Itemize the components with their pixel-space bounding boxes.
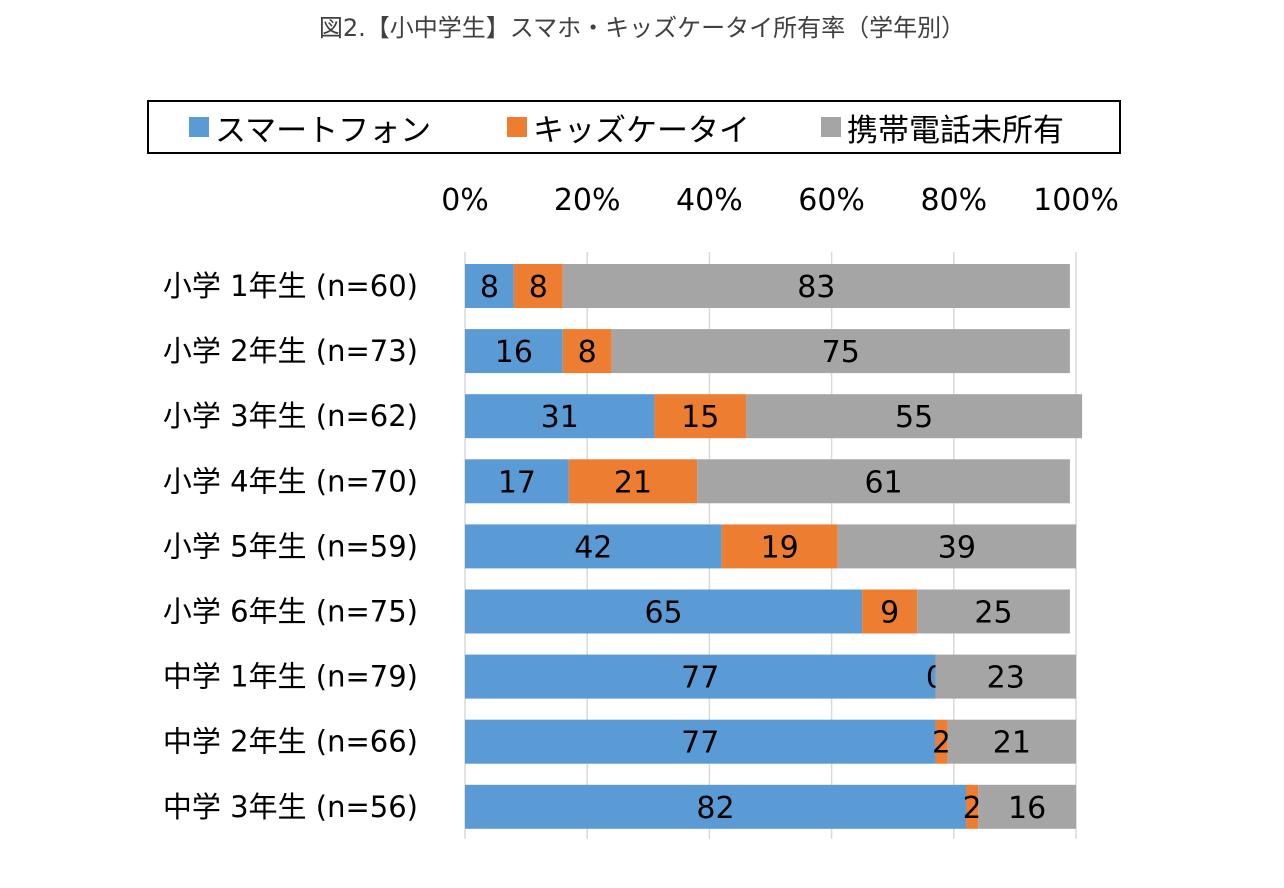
category-label: 中学 3年生 (n=56) [163, 790, 418, 824]
x-tick-label: 20% [554, 183, 621, 218]
bar-segment [935, 719, 948, 764]
data-label: 23 [987, 661, 1025, 696]
category-label: 小学 5年生 (n=59) [163, 529, 418, 563]
bar-segment [562, 264, 1070, 308]
legend-label-smartphone: スマートフォン [215, 112, 432, 149]
data-label: 42 [574, 530, 612, 565]
bar-segment [465, 264, 514, 308]
bar-segment [465, 524, 722, 569]
bar-segment [978, 784, 1076, 829]
bar-segment [513, 264, 563, 308]
bar-segment [465, 329, 563, 374]
data-label: 25 [974, 596, 1012, 631]
data-label: 8 [480, 270, 499, 305]
data-label: 75 [822, 335, 860, 370]
bar-segment [697, 459, 1070, 504]
x-tick-label: 40% [676, 183, 743, 218]
x-tick-label: 100% [1033, 183, 1119, 218]
bar-segment [654, 394, 747, 439]
data-label: 8 [578, 335, 597, 370]
data-label: 21 [614, 465, 652, 500]
data-label: 55 [895, 400, 933, 435]
legend: スマートフォン キッズケータイ 携帯電話未所有 [147, 100, 1121, 154]
bar-segment [465, 719, 936, 764]
data-label: 83 [797, 270, 835, 305]
x-tick-label: 80% [920, 183, 987, 218]
x-tick-label: 60% [798, 183, 865, 218]
bar-segment [611, 329, 1070, 374]
x-tick-label: 0% [441, 183, 489, 218]
data-label: 9 [880, 596, 899, 631]
bar-segment [568, 459, 698, 504]
data-label: 61 [864, 465, 902, 500]
category-label: 小学 1年生 (n=60) [163, 269, 418, 303]
data-label: 39 [938, 530, 976, 565]
category-label: 小学 2年生 (n=73) [163, 334, 418, 368]
category-label: 中学 1年生 (n=79) [163, 660, 418, 694]
legend-swatch-no-phone [821, 117, 841, 137]
bar-segment [966, 784, 979, 829]
bar-segment [837, 524, 1076, 569]
data-label: 2 [932, 726, 951, 761]
data-label: 19 [761, 530, 799, 565]
legend-swatch-kids-phone [507, 117, 527, 137]
data-label: 77 [681, 661, 719, 696]
data-label: 16 [495, 335, 533, 370]
legend-item-smartphone: スマートフォン [189, 102, 431, 152]
legend-item-kids-phone: キッズケータイ [507, 102, 750, 152]
bar-segment [562, 329, 612, 374]
bar-segment [947, 719, 1076, 764]
chart-title: 図2.【小中学生】スマホ・キッズケータイ所有率（学年別） [318, 14, 966, 42]
bar-segment [746, 394, 1083, 439]
data-label: 8 [529, 270, 548, 305]
data-label: 2 [963, 791, 982, 826]
category-label: 中学 2年生 (n=66) [163, 725, 418, 759]
data-label: 21 [993, 726, 1031, 761]
data-label: 77 [681, 726, 719, 761]
bar-segment [465, 784, 967, 829]
bar-segment [465, 394, 655, 439]
bar-segment [935, 654, 1076, 699]
legend-label-no-phone: 携帯電話未所有 [847, 112, 1064, 149]
bar-segment [465, 589, 863, 634]
bar-segment [721, 524, 838, 569]
legend-item-no-phone: 携帯電話未所有 [821, 102, 1064, 152]
bar-segment [465, 459, 569, 504]
data-label: 65 [644, 596, 682, 631]
bar-segment [465, 654, 936, 699]
category-label: 小学 3年生 (n=62) [163, 399, 418, 433]
bar-segment [917, 589, 1070, 634]
category-label: 小学 6年生 (n=75) [163, 595, 418, 629]
data-label: 82 [696, 791, 734, 826]
category-label: 小学 4年生 (n=70) [163, 464, 418, 498]
bar-segment [862, 589, 918, 634]
legend-swatch-smartphone [189, 117, 209, 137]
data-label: 15 [681, 400, 719, 435]
data-label: 31 [541, 400, 579, 435]
legend-label-kids-phone: キッズケータイ [533, 112, 750, 149]
data-label: 16 [1008, 791, 1046, 826]
data-label: 17 [498, 465, 536, 500]
